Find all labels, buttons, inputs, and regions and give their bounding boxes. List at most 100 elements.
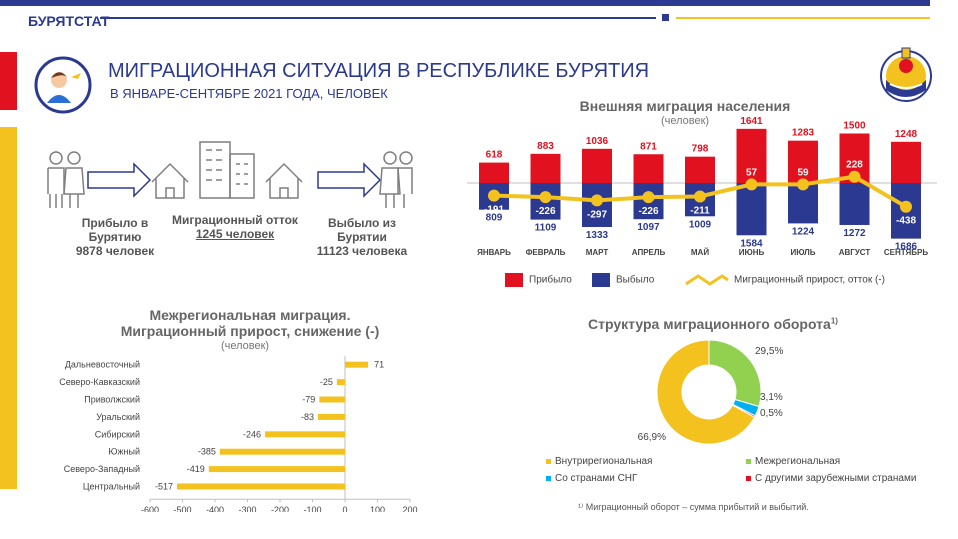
x-tick-label: 100 [370,505,385,512]
header-line-yellow [676,17,930,19]
region-value-label: -25 [320,377,333,387]
month-tick-label: МАРТ [586,248,609,257]
departed-value-label: 809 [486,213,503,224]
x-tick-label: 0 [342,505,347,512]
arrived-value-label: 883 [537,141,554,152]
month-tick-label: АПРЕЛЬ [632,248,666,257]
net-point [797,178,809,191]
region-tick-label: Северо-Западный [64,464,140,474]
x-tick-label: -400 [206,505,224,512]
region-bar [318,413,345,420]
region-chart-subtitle: (человек) [220,340,270,352]
x-tick-label: -100 [303,505,321,512]
emblem-icon [880,47,932,102]
net-point [488,189,500,202]
departed-value-label: 1009 [689,219,712,230]
net-value-label: -226 [638,206,658,217]
arrived-block: Прибыло в Бурятию 9878 человек [70,216,160,258]
region-value-label: 71 [374,360,384,370]
legend-departed-label: Выбыло [616,274,655,286]
arrived-value-label: 1641 [740,116,763,127]
pie-legend-swatch-yellow [546,458,551,464]
departed-value-label: 1109 [535,223,557,234]
outflow-label: Миграционный отток [172,213,298,227]
legend-arrived-label: Прибыло [529,274,572,286]
net-value-label: -211 [690,205,710,216]
pie-legend-label-3: С другими зарубежными странами [755,473,917,484]
bar-arrived [685,156,715,183]
net-point [745,178,758,191]
arrived-value-label: 798 [692,144,709,155]
bar-arrived [633,154,664,183]
net-value-label: -191 [484,205,504,216]
departed-value-label: 1272 [843,228,866,239]
net-value-label: 57 [746,167,758,178]
region-bar [336,379,345,386]
region-tick-label: Сибирский [95,429,140,439]
month-tick-label: АВГУСТ [839,248,871,257]
pie-chart-title: Структура миграционного оборота1) [578,316,848,332]
month-tick-label: ЯНВАРЬ [477,248,511,257]
region-bar [219,448,345,455]
outflow-value: 1245 человек [195,227,275,241]
pie-legend-swatch-red [746,475,751,481]
departed-value-label: 1097 [637,222,660,233]
bar-departed [736,183,767,236]
net-value-label: -297 [587,209,607,220]
outflow-block: Миграционный отток 1245 человек [160,213,310,241]
footnote: ¹⁾ Миграционный оборот – сумма прибытий … [578,502,809,512]
net-point [848,170,861,183]
pie-legend-label-2: Со странами СНГ [555,473,638,484]
region-tick-label: Уральский [96,412,140,422]
region-value-label: -385 [198,447,216,457]
arrived-value-label: 1500 [843,121,866,132]
pie-value-label: 0,5% [760,408,783,419]
arrived-value: 9878 человек [75,244,155,258]
region-tick-label: Северо-Кавказский [59,377,140,387]
region-chart-title2: Миграционный прирост, снижение (-) [120,323,380,339]
x-tick-label: -600 [141,505,159,512]
region-bar [265,431,345,438]
legend-swatch-red [505,273,523,287]
interregional-migration-chart: Дальневосточный 71 Северо-Кавказский -25 При… [59,356,418,512]
month-tick-label: МАЙ [691,248,709,257]
bar-departed [839,183,870,225]
departed-value-label: 1333 [586,230,609,241]
bar-arrived [530,153,561,183]
arrived-value-label: 618 [486,150,503,161]
pie-legend-label-0: Внутрирегиональная [555,456,653,467]
arrived-value-label: 1248 [895,129,918,140]
pie-legend-label-1: Межрегиональная [755,456,841,467]
pie-legend-swatch-green [746,458,751,464]
departed-value-label: 1686 [895,242,918,253]
region-tick-label: Южный [108,447,140,457]
region-bar [208,466,345,473]
region-tick-label: Приволжский [84,395,140,405]
legend-departed: Выбыло [592,273,654,287]
region-value-label: -246 [243,429,261,439]
legend-net: Миграционный прирост, отток (-) [684,273,885,287]
departed-value-label: 1584 [740,238,763,249]
region-tick-label: Центральный [83,482,140,492]
x-tick-label: -500 [173,505,191,512]
external-migration-chart: 618 809 ЯНВАРЬ 883 1109 ФЕВРАЛЬ 1036 1333 МАРТ 87… [467,116,937,257]
region-chart-title: Межрегиональная миграция. [149,307,351,323]
arrived-value-label: 1283 [792,128,815,139]
month-tick-label: ИЮЛЬ [790,248,815,257]
legend-line-icon [685,274,729,286]
bar-arrived [582,148,612,183]
x-tick-label: 200 [402,505,417,512]
bar-arrived [736,128,767,183]
net-value-label: -226 [535,206,555,217]
pie-legend-swatch-blue [546,475,551,481]
net-point [591,194,603,207]
region-value-label: -79 [302,395,315,405]
net-point [642,191,655,204]
page-title: МИГРАЦИОННАЯ СИТУАЦИЯ В РЕСПУБЛИКЕ БУРЯТ… [108,60,650,82]
turnover-structure-chart: 66,9% 29,5% 3,1% 0,5% [638,339,783,445]
departed-block: Выбыло из Бурятии 11123 человека [312,216,412,258]
departed-value-label: 1224 [792,226,815,237]
flow-diagram [47,141,413,208]
bar-arrived [891,141,921,183]
arrived-value-label: 871 [640,141,657,152]
